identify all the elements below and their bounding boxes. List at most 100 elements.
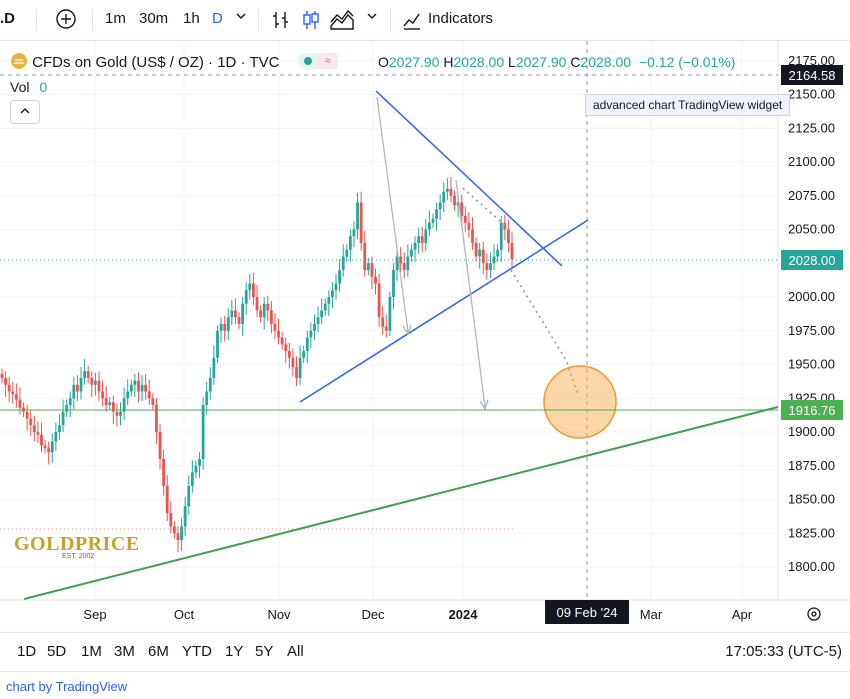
candle-body	[467, 222, 471, 230]
vol-value: 0	[39, 79, 48, 95]
candle-body	[14, 394, 18, 400]
tradingview-attribution-link[interactable]: chart by TradingView	[6, 679, 128, 694]
price-tick-label: 2150.00	[788, 87, 835, 102]
candle-body	[496, 249, 500, 257]
candle-body	[101, 391, 104, 399]
arrow-head	[402, 324, 412, 336]
chart-legend: CFDs on Gold (US$ / OZ) · 1D · TVC ≈	[10, 52, 338, 71]
candle-body	[320, 310, 324, 318]
candle-body	[259, 310, 262, 318]
interval-30m[interactable]: 30m	[139, 10, 169, 27]
bars-style-button[interactable]	[270, 9, 292, 35]
candle-body	[370, 263, 374, 277]
divider	[92, 9, 93, 31]
projection-dotted-upper	[462, 187, 511, 231]
candle-body	[438, 202, 442, 210]
add-symbol-button[interactable]	[54, 7, 78, 35]
divider	[36, 9, 37, 31]
open-label: O	[378, 54, 389, 70]
candle-body	[474, 243, 478, 257]
market-status-badge[interactable]: ≈	[297, 53, 338, 69]
price-chart[interactable]: 2175.00 2150.00 2125.00 2100.00 2075.00 2050.…	[0, 41, 850, 626]
chevron-down-icon	[367, 13, 377, 19]
candle-body	[427, 222, 431, 230]
range-1m[interactable]: 1M	[81, 643, 102, 660]
candle-body	[58, 425, 61, 432]
price-tick-label: 1800.00	[788, 559, 835, 574]
chart-style-dropdown[interactable]	[366, 9, 378, 26]
vol-label: Vol	[10, 79, 30, 95]
candle-body	[115, 411, 119, 416]
candle-body	[298, 357, 302, 378]
candle-body	[359, 202, 363, 243]
candle-body	[122, 398, 126, 412]
interval-dropdown[interactable]	[235, 9, 247, 26]
close-label: C	[570, 54, 581, 70]
price-tick-label: 2125.00	[788, 120, 835, 135]
open-value: 2027.90	[388, 54, 440, 70]
range-ytd[interactable]: YTD	[182, 643, 212, 660]
range-5y[interactable]: 5Y	[255, 643, 274, 660]
candle-body	[129, 384, 133, 392]
candle-body	[345, 249, 349, 257]
candle-body	[0, 373, 4, 378]
candle-body	[183, 506, 187, 527]
symbol-title[interactable]: CFDs on Gold (US$ / OZ) · 1D · TVC	[32, 54, 280, 71]
widget-tooltip: advanced chart TradingView widget	[585, 94, 791, 116]
range-5d[interactable]: 5D	[47, 643, 67, 660]
candle-body	[244, 290, 248, 304]
candle-body	[155, 405, 158, 432]
candle-body	[255, 297, 259, 311]
candle-body	[111, 402, 115, 412]
chevron-up-icon	[20, 108, 30, 114]
range-1d[interactable]: 1D	[17, 643, 37, 660]
chart-settings-icon	[807, 607, 821, 621]
candle-body	[460, 202, 464, 216]
time-tick-label: Oct	[174, 607, 195, 622]
candle-body	[277, 330, 280, 338]
symbol-search[interactable]: .D	[0, 10, 15, 27]
candle-body	[79, 378, 83, 392]
legend-collapse-button[interactable]	[10, 100, 40, 124]
range-1y[interactable]: 1Y	[225, 643, 244, 660]
candle-body	[406, 256, 410, 270]
candle-body	[435, 209, 438, 219]
candle-body	[61, 411, 65, 426]
candle-body	[499, 222, 503, 250]
candle-body	[4, 378, 7, 385]
ohlc-values: O2027.90 H2028.00 L2027.90 C2028.00 −0.1…	[378, 54, 735, 70]
candle-body	[25, 411, 29, 419]
area-style-button[interactable]	[329, 9, 355, 35]
candle-body	[366, 263, 370, 270]
candle-body	[176, 533, 180, 540]
candle-body	[43, 445, 47, 449]
indicators-button[interactable]: Indicators	[428, 10, 494, 27]
indicators-icon-wrap[interactable]	[401, 9, 423, 35]
high-value: 2028.00	[453, 54, 505, 70]
volume-legend: Vol 0	[10, 79, 47, 95]
bar-chart-icon	[273, 12, 288, 28]
range-all[interactable]: All	[287, 643, 304, 660]
candle-body	[93, 380, 97, 385]
candle-body	[252, 283, 255, 297]
projection-arrow-long	[376, 96, 409, 333]
candle-body	[302, 351, 306, 358]
status-dot-icon	[303, 57, 312, 65]
support-price-tag	[781, 400, 843, 420]
candle-body	[68, 398, 72, 405]
interval-d[interactable]: D	[212, 10, 223, 27]
candle-body	[323, 303, 327, 311]
interval-1h[interactable]: 1h	[183, 10, 200, 27]
candle-body	[489, 263, 492, 270]
time-tick-label: Apr	[732, 607, 753, 622]
range-3m[interactable]: 3M	[114, 643, 135, 660]
low-label: L	[508, 54, 516, 70]
candle-body	[309, 330, 313, 338]
candles-style-button[interactable]	[300, 9, 322, 35]
range-6m[interactable]: 6M	[148, 643, 169, 660]
interval-1m[interactable]: 1m	[105, 10, 126, 27]
timezone-clock[interactable]: 17:05:33 (UTC-5)	[725, 643, 842, 660]
change-value: −0.12 (−0.01%)	[638, 54, 736, 70]
candle-body	[198, 459, 201, 466]
triangle-lower-line	[299, 219, 589, 403]
